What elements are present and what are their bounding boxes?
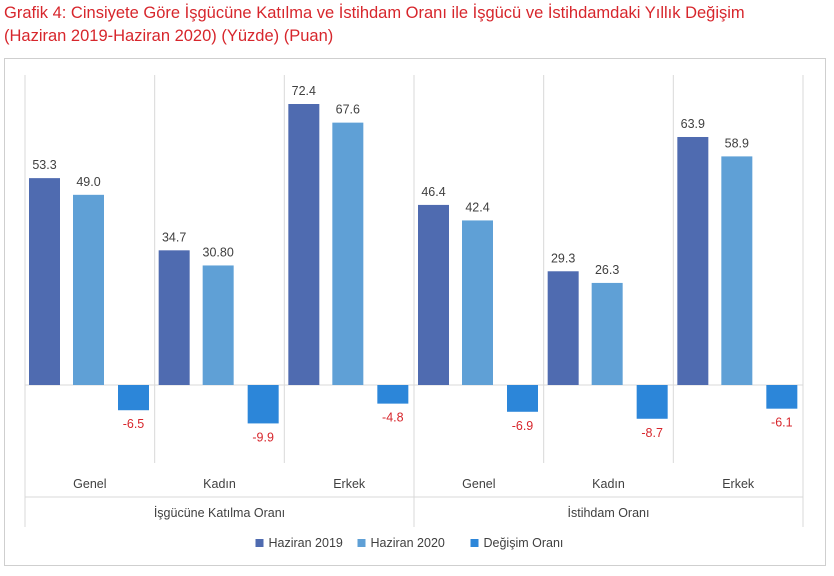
data-label: -8.7	[641, 426, 663, 440]
data-label: -6.9	[512, 419, 534, 433]
bar	[73, 194, 104, 385]
category-label: Erkek	[333, 477, 366, 491]
data-label: -9.9	[252, 430, 274, 444]
bar	[507, 385, 538, 412]
chart-title: Grafik 4: Cinsiyete Göre İşgücüne Katılm…	[4, 2, 832, 48]
data-label: 67.6	[336, 103, 360, 117]
data-label: 72.4	[292, 84, 316, 98]
bar	[462, 220, 493, 385]
data-label: 42.4	[465, 200, 489, 214]
category-label: Genel	[462, 477, 495, 491]
chart-title-line-2: (Haziran 2019-Haziran 2020) (Yüzde) (Pua…	[4, 27, 334, 45]
legend-swatch	[255, 539, 264, 547]
bar	[118, 385, 149, 411]
bar	[721, 156, 753, 385]
category-label: Kadın	[592, 477, 625, 491]
legend-swatch	[357, 539, 366, 547]
data-label: 26.3	[595, 263, 619, 277]
bar	[591, 282, 623, 385]
bar	[377, 385, 409, 404]
data-label: 53.3	[32, 158, 56, 172]
chart-frame	[4, 58, 826, 566]
data-label: 49.0	[76, 175, 100, 189]
bar	[158, 250, 190, 385]
data-label: -6.5	[123, 417, 145, 431]
data-label: 58.9	[725, 136, 749, 150]
bar	[418, 204, 449, 385]
data-label: 46.4	[421, 185, 445, 199]
bar	[677, 136, 709, 385]
bar	[29, 178, 60, 385]
data-label: 29.3	[551, 251, 575, 265]
bar	[247, 385, 279, 424]
bar	[332, 122, 364, 386]
data-label: 30.80	[203, 245, 234, 259]
legend-label: Haziran 2020	[371, 536, 445, 550]
data-label: -6.1	[771, 416, 793, 430]
category-label: Kadın	[203, 477, 236, 491]
bar	[202, 265, 234, 385]
data-label: 63.9	[681, 117, 705, 131]
bar	[547, 271, 579, 385]
category-label: Genel	[73, 477, 106, 491]
data-label: -4.8	[382, 411, 404, 425]
legend-swatch	[470, 539, 479, 547]
legend-label: Haziran 2019	[269, 536, 343, 550]
bar	[288, 104, 320, 385]
category-label: Erkek	[722, 477, 755, 491]
legend-label: Değişim Oranı	[484, 536, 564, 550]
data-label: 34.7	[162, 230, 186, 244]
chart-title-line-1: Grafik 4: Cinsiyete Göre İşgücüne Katılm…	[4, 4, 745, 22]
group-label: İşgücüne Katılma Oranı	[154, 506, 285, 520]
bar	[636, 385, 668, 419]
group-label: İstihdam Oranı	[568, 506, 650, 520]
bar	[766, 385, 798, 409]
